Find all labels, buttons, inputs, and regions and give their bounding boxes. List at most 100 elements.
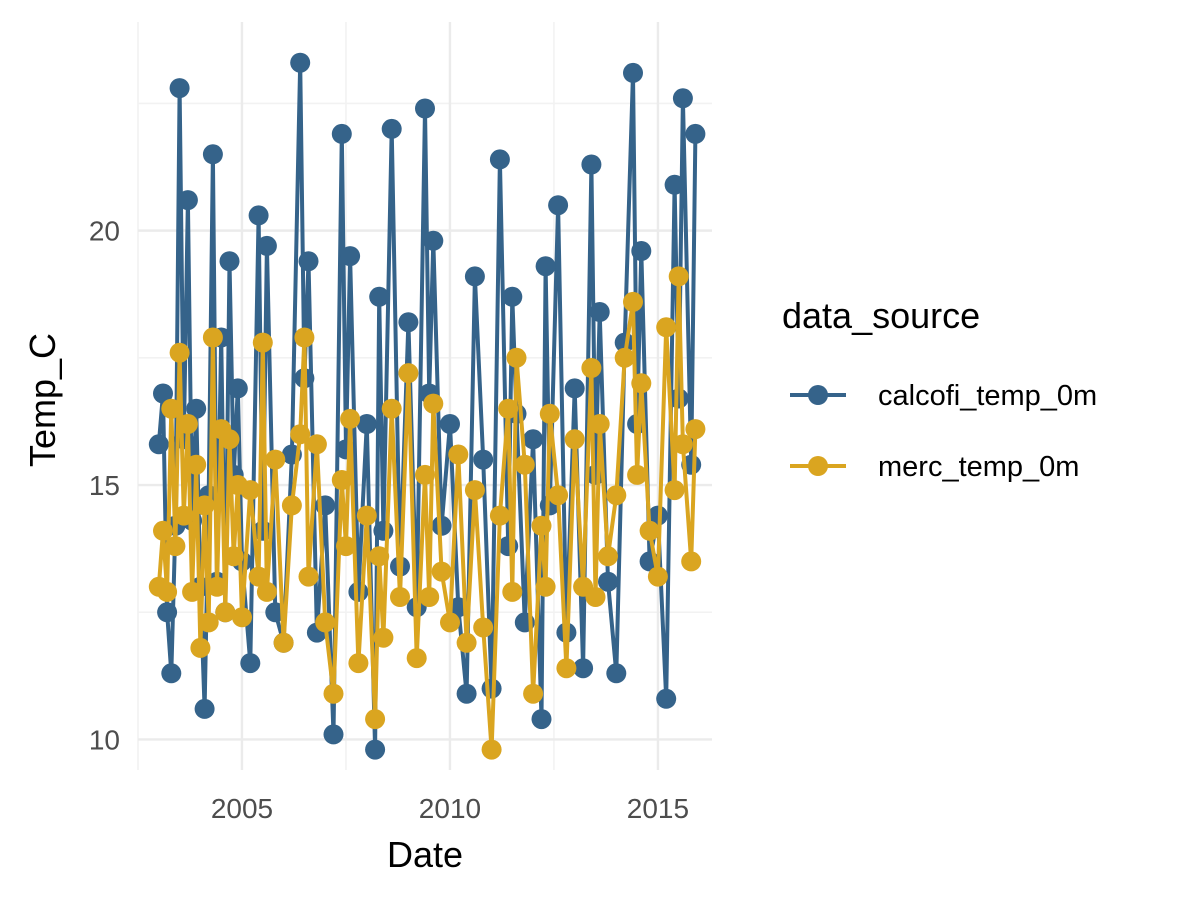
data-point-merc_temp_0m xyxy=(356,505,377,526)
x-axis-title: Date xyxy=(387,834,463,875)
data-point-merc_temp_0m xyxy=(340,408,361,429)
data-point-calcofi_temp_0m xyxy=(464,266,485,287)
data-point-merc_temp_0m xyxy=(336,536,356,557)
y-tick-label: 20 xyxy=(89,216,120,247)
data-point-merc_temp_0m xyxy=(473,617,494,638)
x-tick-label: 2010 xyxy=(419,793,481,824)
data-point-merc_temp_0m xyxy=(639,520,660,541)
data-point-calcofi_temp_0m xyxy=(194,698,215,719)
data-point-merc_temp_0m xyxy=(502,581,523,602)
data-point-merc_temp_0m xyxy=(398,363,419,384)
data-point-calcofi_temp_0m xyxy=(656,688,677,709)
data-point-calcofi_temp_0m xyxy=(356,414,377,434)
data-point-calcofi_temp_0m xyxy=(153,383,173,404)
data-point-calcofi_temp_0m xyxy=(440,414,460,434)
data-point-calcofi_temp_0m xyxy=(227,378,248,399)
data-point-calcofi_temp_0m xyxy=(581,154,602,175)
data-point-merc_temp_0m xyxy=(173,505,194,526)
data-point-merc_temp_0m xyxy=(190,637,211,658)
legend-item-calcofi: calcofi_temp_0m xyxy=(790,380,1097,412)
data-point-calcofi_temp_0m xyxy=(186,398,207,419)
data-point-merc_temp_0m xyxy=(315,612,336,633)
data-point-calcofi_temp_0m xyxy=(323,724,344,745)
data-point-merc_temp_0m xyxy=(589,414,610,434)
data-point-calcofi_temp_0m xyxy=(161,663,182,684)
data-point-merc_temp_0m xyxy=(198,612,219,633)
data-point-merc_temp_0m xyxy=(186,454,207,475)
data-point-merc_temp_0m xyxy=(672,434,693,455)
data-point-merc_temp_0m xyxy=(489,505,510,526)
data-point-calcofi_temp_0m xyxy=(631,241,652,261)
data-point-calcofi_temp_0m xyxy=(523,429,544,450)
data-point-calcofi_temp_0m xyxy=(169,78,190,99)
data-point-calcofi_temp_0m xyxy=(348,581,369,602)
data-point-merc_temp_0m xyxy=(668,266,689,287)
data-point-merc_temp_0m xyxy=(585,587,606,607)
data-point-merc_temp_0m xyxy=(298,566,319,587)
data-point-calcofi_temp_0m xyxy=(298,251,319,272)
data-point-merc_temp_0m xyxy=(365,709,386,730)
data-point-merc_temp_0m xyxy=(440,612,460,633)
data-point-merc_temp_0m xyxy=(177,414,198,434)
data-point-merc_temp_0m xyxy=(681,551,702,572)
data-point-merc_temp_0m xyxy=(464,480,485,501)
data-point-merc_temp_0m xyxy=(369,546,390,567)
data-point-calcofi_temp_0m xyxy=(531,709,552,730)
data-point-merc_temp_0m xyxy=(323,683,344,704)
legend-label-calcofi: calcofi_temp_0m xyxy=(878,380,1097,412)
data-point-merc_temp_0m xyxy=(514,454,535,475)
data-point-merc_temp_0m xyxy=(290,424,311,445)
data-point-merc_temp_0m xyxy=(223,546,244,567)
data-point-calcofi_temp_0m xyxy=(365,739,386,760)
data-point-calcofi_temp_0m xyxy=(248,205,269,226)
data-point-calcofi_temp_0m xyxy=(373,520,394,541)
data-point-calcofi_temp_0m xyxy=(290,52,311,73)
data-point-merc_temp_0m xyxy=(415,464,435,485)
data-point-merc_temp_0m xyxy=(348,653,369,674)
data-point-calcofi_temp_0m xyxy=(340,246,361,267)
data-point-merc_temp_0m xyxy=(531,515,552,536)
data-point-merc_temp_0m xyxy=(535,576,556,597)
data-point-merc_temp_0m xyxy=(256,581,277,602)
data-point-merc_temp_0m xyxy=(656,317,677,338)
data-point-merc_temp_0m xyxy=(390,587,410,607)
data-point-merc_temp_0m xyxy=(423,393,444,414)
data-point-merc_temp_0m xyxy=(252,332,273,353)
data-point-merc_temp_0m xyxy=(232,607,252,628)
data-point-merc_temp_0m xyxy=(202,327,223,348)
data-point-merc_temp_0m xyxy=(664,480,685,501)
data-point-calcofi_temp_0m xyxy=(598,571,618,592)
data-point-merc_temp_0m xyxy=(523,683,544,704)
data-point-merc_temp_0m xyxy=(406,648,427,669)
series-line-merc_temp_0m xyxy=(156,274,698,752)
data-point-merc_temp_0m xyxy=(219,429,240,450)
data-point-calcofi_temp_0m xyxy=(623,62,643,83)
data-point-calcofi_temp_0m xyxy=(502,286,523,307)
data-point-merc_temp_0m xyxy=(581,358,602,378)
data-point-calcofi_temp_0m xyxy=(431,515,452,536)
data-point-merc_temp_0m xyxy=(215,602,236,623)
data-point-merc_temp_0m xyxy=(281,495,302,516)
y-tick-label: 10 xyxy=(89,724,120,755)
data-point-calcofi_temp_0m xyxy=(177,190,198,211)
data-point-merc_temp_0m xyxy=(161,398,182,419)
data-point-merc_temp_0m xyxy=(598,546,618,567)
data-point-merc_temp_0m xyxy=(169,342,190,363)
y-axis-title: Temp_C xyxy=(22,333,63,467)
data-point-merc_temp_0m xyxy=(273,632,294,653)
data-point-calcofi_temp_0m xyxy=(672,88,693,109)
data-point-calcofi_temp_0m xyxy=(647,505,668,526)
legend: data_source calcofi_temp_0m merc_temp_0m xyxy=(782,295,1097,483)
data-point-merc_temp_0m xyxy=(623,291,643,312)
x-tick-label: 2005 xyxy=(211,793,273,824)
data-point-calcofi_temp_0m xyxy=(415,98,435,119)
data-point-calcofi_temp_0m xyxy=(535,256,556,277)
data-point-merc_temp_0m xyxy=(647,566,668,587)
data-point-calcofi_temp_0m xyxy=(423,230,444,251)
data-point-calcofi_temp_0m xyxy=(398,312,419,333)
data-point-merc_temp_0m xyxy=(306,434,327,455)
data-point-merc_temp_0m xyxy=(157,581,178,602)
data-point-calcofi_temp_0m xyxy=(606,663,627,684)
